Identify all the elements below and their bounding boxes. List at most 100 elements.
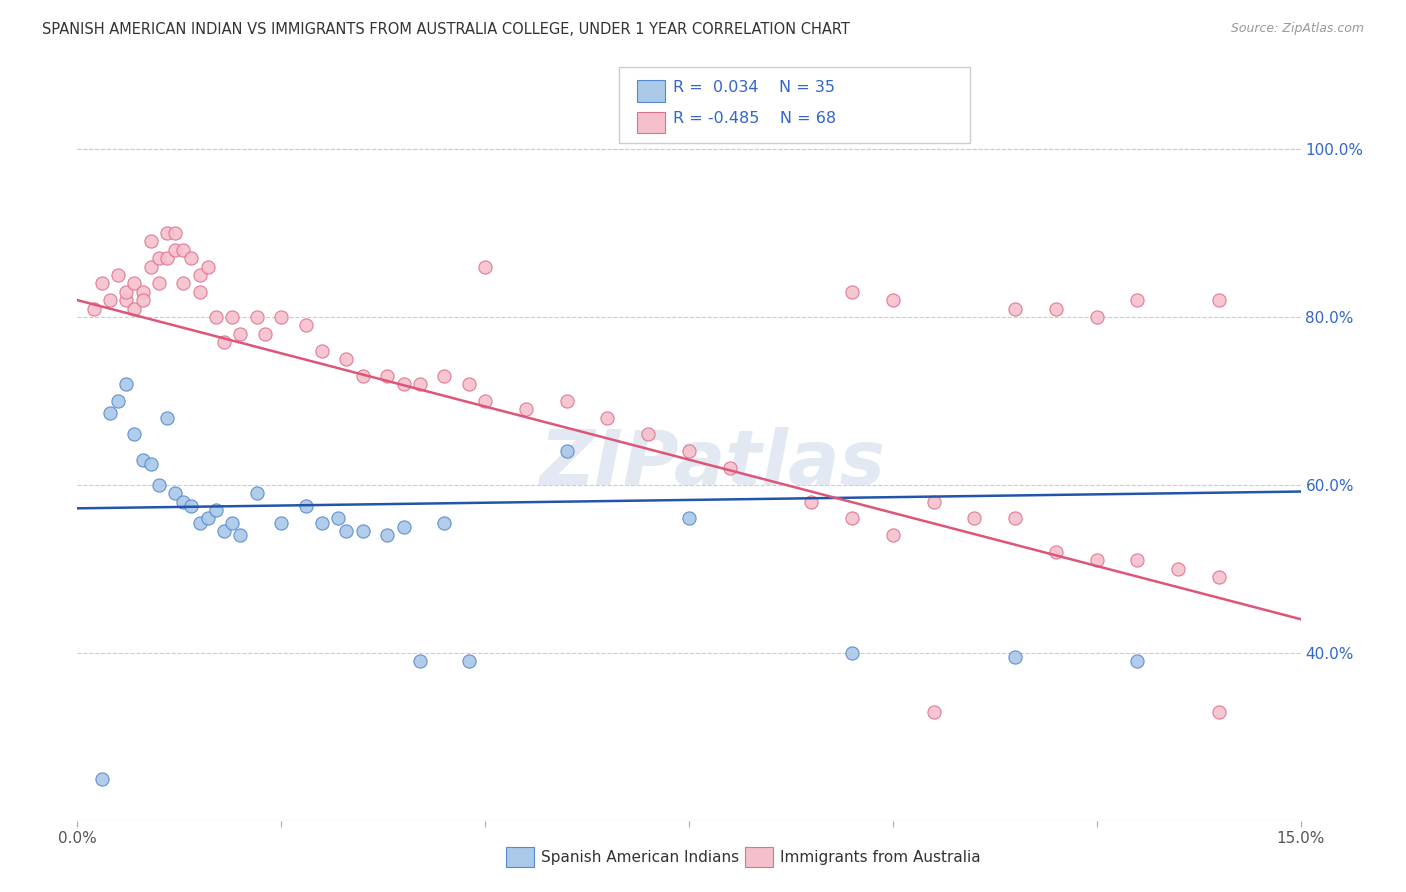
- Point: [212, 524, 235, 538]
- Point: [156, 226, 179, 240]
- Point: [131, 293, 153, 307]
- Point: [328, 511, 350, 525]
- Point: [311, 516, 333, 530]
- Point: [172, 243, 194, 257]
- Point: [375, 368, 398, 383]
- Point: [1085, 310, 1108, 324]
- Point: [124, 427, 146, 442]
- Point: [139, 260, 162, 274]
- Point: [457, 654, 479, 668]
- Point: [1004, 511, 1026, 525]
- Point: [555, 444, 578, 458]
- Point: [148, 478, 170, 492]
- Text: Spanish American Indians: Spanish American Indians: [541, 850, 740, 864]
- Point: [148, 277, 170, 291]
- Point: [205, 503, 228, 517]
- Point: [180, 499, 202, 513]
- Point: [1167, 562, 1189, 576]
- Point: [270, 310, 292, 324]
- Point: [457, 377, 479, 392]
- Point: [172, 277, 194, 291]
- Text: R =  0.034    N = 35: R = 0.034 N = 35: [673, 80, 835, 95]
- Point: [124, 277, 146, 291]
- Point: [270, 516, 292, 530]
- Point: [165, 243, 187, 257]
- Point: [963, 511, 986, 525]
- Point: [841, 646, 863, 660]
- Point: [335, 351, 357, 366]
- Point: [197, 511, 219, 525]
- Point: [474, 393, 496, 408]
- Point: [90, 772, 112, 786]
- Point: [1126, 654, 1149, 668]
- Point: [637, 427, 659, 442]
- Point: [98, 407, 121, 421]
- Point: [392, 377, 415, 392]
- Point: [107, 393, 129, 408]
- Point: [148, 251, 170, 265]
- Point: [139, 457, 162, 471]
- Point: [165, 226, 187, 240]
- Point: [229, 326, 252, 341]
- Point: [221, 310, 243, 324]
- Point: [678, 511, 700, 525]
- Point: [1208, 570, 1230, 584]
- Point: [115, 377, 138, 392]
- Point: [922, 705, 945, 719]
- Point: [188, 268, 211, 282]
- Point: [1208, 293, 1230, 307]
- Point: [555, 393, 578, 408]
- Point: [90, 277, 112, 291]
- Point: [1126, 553, 1149, 567]
- Point: [311, 343, 333, 358]
- Point: [922, 494, 945, 508]
- Text: Immigrants from Australia: Immigrants from Australia: [780, 850, 981, 864]
- Point: [678, 444, 700, 458]
- Point: [375, 528, 398, 542]
- Point: [352, 368, 374, 383]
- Point: [596, 410, 619, 425]
- Point: [882, 528, 904, 542]
- Point: [115, 293, 138, 307]
- Text: ZIPatlas: ZIPatlas: [540, 427, 886, 500]
- Point: [115, 285, 138, 299]
- Point: [433, 516, 456, 530]
- Point: [718, 461, 741, 475]
- Point: [1085, 553, 1108, 567]
- Point: [474, 260, 496, 274]
- Point: [1004, 301, 1026, 316]
- Point: [156, 410, 179, 425]
- Point: [409, 377, 432, 392]
- Point: [180, 251, 202, 265]
- Point: [294, 318, 316, 333]
- Point: [352, 524, 374, 538]
- Point: [335, 524, 357, 538]
- Point: [212, 335, 235, 350]
- Point: [1126, 293, 1149, 307]
- Point: [392, 520, 415, 534]
- Point: [841, 511, 863, 525]
- Text: SPANISH AMERICAN INDIAN VS IMMIGRANTS FROM AUSTRALIA COLLEGE, UNDER 1 YEAR CORRE: SPANISH AMERICAN INDIAN VS IMMIGRANTS FR…: [42, 22, 851, 37]
- Point: [124, 301, 146, 316]
- Point: [1045, 545, 1067, 559]
- Point: [139, 235, 162, 249]
- Point: [841, 285, 863, 299]
- Point: [246, 486, 269, 500]
- Text: R = -0.485    N = 68: R = -0.485 N = 68: [673, 111, 837, 126]
- Point: [246, 310, 269, 324]
- Point: [882, 293, 904, 307]
- Point: [294, 499, 316, 513]
- Point: [197, 260, 219, 274]
- Point: [205, 310, 228, 324]
- Point: [1045, 301, 1067, 316]
- Point: [165, 486, 187, 500]
- Point: [515, 402, 537, 417]
- Point: [83, 301, 105, 316]
- Point: [1004, 649, 1026, 664]
- Point: [107, 268, 129, 282]
- Point: [229, 528, 252, 542]
- Text: Source: ZipAtlas.com: Source: ZipAtlas.com: [1230, 22, 1364, 36]
- Point: [221, 516, 243, 530]
- Point: [1208, 705, 1230, 719]
- Point: [172, 494, 194, 508]
